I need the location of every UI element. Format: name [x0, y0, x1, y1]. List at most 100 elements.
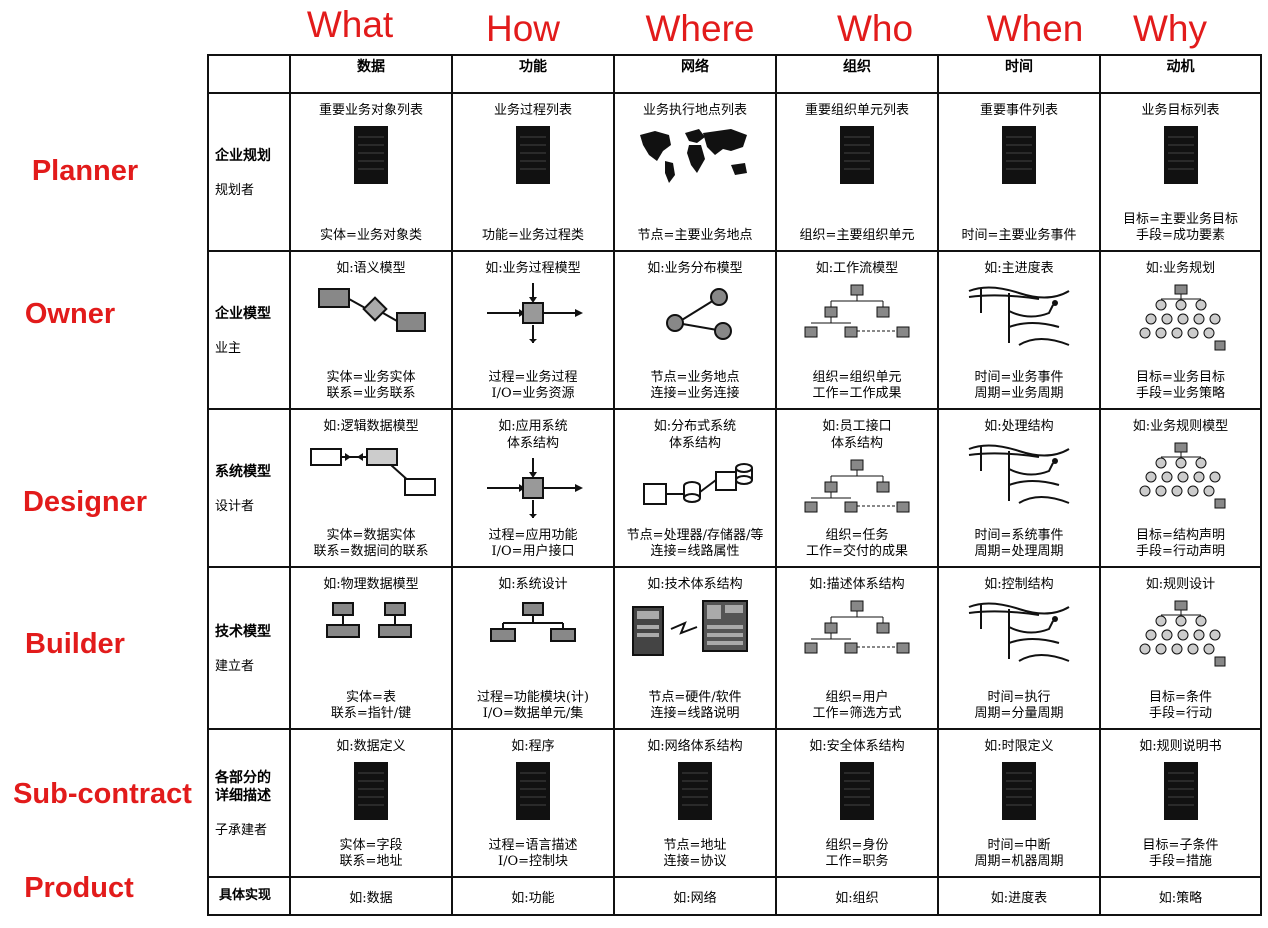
cell-description: 过程=功能模块(计) I/O=数据单元/集	[476, 690, 590, 721]
document-icon	[1102, 761, 1259, 825]
document-icon	[778, 125, 936, 189]
network-nodes-icon	[616, 283, 774, 347]
cell-caption: 如:逻辑数据模型	[323, 419, 419, 434]
cell-content: 如:描述体系结构 组织=用户 工作=筛选方式	[778, 569, 936, 727]
cell-description: 组织=任务 工作=交付的成果	[806, 528, 908, 559]
physical-data-icon	[292, 599, 450, 663]
role-builder: Builder	[25, 628, 125, 660]
document-icon	[940, 125, 1098, 189]
cell-caption: 如:技术体系结构	[647, 577, 743, 592]
role-product: Product	[24, 872, 134, 904]
cell-description: 节点=业务地点 连接=业务连接	[650, 370, 740, 401]
framework-cell: 如:业务规划 目标=业务目标 手段=业务策略	[1099, 250, 1262, 410]
cell-caption: 如:应用系统 体系结构	[498, 419, 568, 451]
cell-description: 实体=表 联系=指针/键	[330, 690, 412, 721]
cell-content: 如:业务规划 目标=业务目标 手段=业务策略	[1102, 253, 1259, 407]
cell-description: 组织=组织单元 工作=工作成果	[812, 370, 902, 401]
cell-caption: 如:规则设计	[1145, 577, 1216, 592]
cell-caption: 如:语义模型	[336, 261, 406, 276]
framework-cell: 如:技术体系结构 节点=硬件/软件 连接=线路说明	[613, 566, 777, 730]
cell-caption: 如:网络体系结构	[647, 739, 743, 754]
framework-cell: 如:业务过程模型过程=业务过程 I/O=业务资源	[451, 250, 615, 410]
header-time: 时间	[937, 54, 1101, 94]
goal-tree-icon	[1102, 599, 1259, 673]
final-cell: 如:数据	[289, 876, 453, 916]
cell-caption: 如:业务过程模型	[485, 261, 581, 276]
framework-cell: 如:逻辑数据模型实体=数据实体 联系=数据间的联系	[289, 408, 453, 568]
document-icon	[454, 761, 612, 825]
row-title: 企业规划	[215, 147, 271, 164]
cell-caption: 如:时限定义	[984, 739, 1054, 754]
row-role: 子承建者	[215, 822, 268, 838]
framework-cell: 如:规则设计目标=条件 手段=行动	[1099, 566, 1262, 730]
cell-content: 如:系统设计过程=功能模块(计) I/O=数据单元/集	[454, 569, 612, 727]
question-what: What	[306, 4, 394, 45]
cell-description: 过程=业务过程 I/O=业务资源	[488, 370, 578, 401]
cell-content: 如:应用系统 体系结构 过程=应用功能 I/O=用户接口	[454, 411, 612, 565]
corner-cell	[207, 54, 291, 94]
cell-description: 功能=业务过程类	[482, 228, 584, 243]
framework-row: 技术模型 建立者 如:物理数据模型 实体=表 联系=指针/键 如:系统设计 过程=功能模块(…	[207, 566, 1262, 730]
document-icon	[292, 125, 450, 189]
document-icon	[616, 761, 774, 825]
row-header: 系统模型 设计者	[207, 408, 291, 568]
question-who: Who	[836, 8, 914, 49]
row-header: 技术模型 建立者	[207, 566, 291, 730]
row-header: 企业规划 规划者	[207, 92, 291, 252]
header-function: 功能	[451, 54, 615, 94]
cell-description: 组织=用户 工作=筛选方式	[812, 690, 902, 721]
cell-description: 过程=应用功能 I/O=用户接口	[488, 528, 578, 559]
question-when: When	[986, 8, 1084, 49]
row-role: 建立者	[215, 658, 255, 674]
cell-caption: 如:工作流模型	[815, 261, 899, 276]
cell-description: 目标=业务目标 手段=业务策略	[1136, 370, 1225, 401]
cell-caption: 如:系统设计	[498, 577, 568, 592]
question-where: Where	[645, 8, 755, 49]
cell-caption: 重要事件列表	[979, 103, 1058, 118]
row-role: 业主	[215, 340, 242, 356]
cell-content: 如:业务规则模型目标=结构声明 手段=行动声明	[1102, 411, 1259, 565]
row-title: 企业模型	[215, 305, 271, 322]
cell-content: 如:业务分布模型节点=业务地点 连接=业务连接	[616, 253, 774, 407]
system-design-icon	[454, 599, 612, 663]
final-cell: 如:功能	[451, 876, 615, 916]
cell-caption: 如:业务规则模型	[1132, 419, 1229, 434]
cell-description: 节点=处理器/存储器/等 连接=线路属性	[626, 528, 764, 559]
final-cell: 如:进度表	[937, 876, 1101, 916]
cell-content: 业务过程列表 功能=业务过程类	[454, 95, 612, 249]
cell-caption: 如:业务分布模型	[647, 261, 743, 276]
framework-cell: 如:业务分布模型节点=业务地点 连接=业务连接	[613, 250, 777, 410]
cell-content: 如:物理数据模型 实体=表 联系=指针/键	[292, 569, 450, 727]
cell-caption: 如:员工接口 体系结构	[822, 419, 892, 451]
cell-description: 时间=系统事件 周期=处理周期	[974, 528, 1064, 559]
framework-cell: 如:安全体系结构 组织=身份 工作=职务	[775, 728, 939, 878]
cell-content: 如:规则说明书 目标=子条件 手段=措施	[1102, 731, 1259, 875]
cell-description: 目标=子条件 手段=措施	[1142, 838, 1219, 869]
cell-description: 实体=业务实体 联系=业务联系	[326, 370, 416, 401]
cell-content: 如:时限定义时间=中断 周期=机器周期	[940, 731, 1098, 875]
world-map-icon	[616, 125, 774, 189]
framework-cell: 重要事件列表 时间=主要业务事件	[937, 92, 1101, 252]
cell-description: 目标=条件 手段=行动	[1149, 690, 1212, 721]
framework-cell: 如:语义模型实体=业务实体 联系=业务联系	[289, 250, 453, 410]
cell-caption: 业务过程列表	[493, 103, 572, 118]
framework-cell: 如:描述体系结构 组织=用户 工作=筛选方式	[775, 566, 939, 730]
role-owner: Owner	[24, 298, 116, 330]
timing-chart-icon	[940, 441, 1098, 515]
cell-caption: 如:安全体系结构	[809, 739, 905, 754]
cell-description: 时间=中断 周期=机器周期	[974, 838, 1064, 869]
cell-description: 实体=数据实体 联系=数据间的联系	[313, 528, 429, 559]
cell-description: 目标=结构声明 手段=行动声明	[1136, 528, 1225, 559]
cell-content: 重要业务对象列表 实体=业务对象类	[292, 95, 450, 249]
framework-cell: 如:网络体系结构 节点=地址 连接=协议	[613, 728, 777, 878]
cell-content: 如:程序 过程=语言描述 I/O=控制块	[454, 731, 612, 875]
cell-caption: 业务执行地点列表	[642, 103, 747, 118]
framework-cell: 如:程序 过程=语言描述 I/O=控制块	[451, 728, 615, 878]
framework-cell: 业务过程列表 功能=业务过程类	[451, 92, 615, 252]
framework-cell: 如:分布式系统 体系结构 节点=处理器/存储器/等 连接=线路属性	[613, 408, 777, 568]
cell-content: 如:处理结构 时间=系统事件 周期=处理周期	[940, 411, 1098, 565]
framework-cell: 如:规则说明书 目标=子条件 手段=措施	[1099, 728, 1262, 878]
row-title: 各部分的详细描述	[215, 769, 271, 804]
role-planner: Planner	[31, 155, 139, 187]
framework-cell: 如:数据定义 实体=字段 联系=地址	[289, 728, 453, 878]
